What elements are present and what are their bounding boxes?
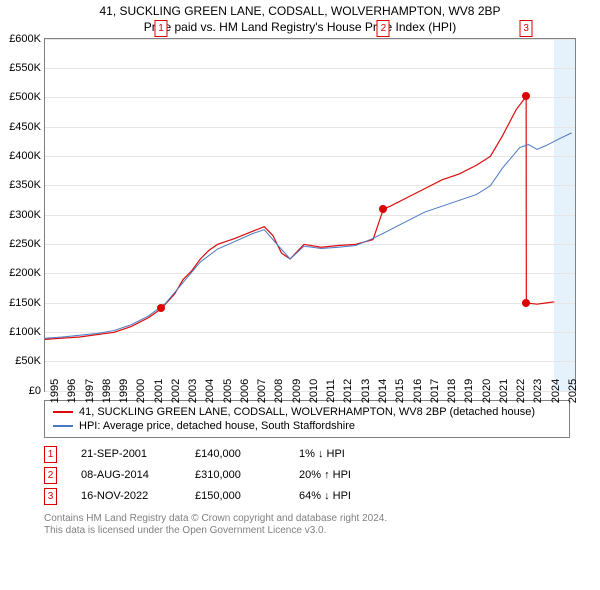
sale-delta: 20% ↑ HPI bbox=[299, 469, 351, 481]
sale-date: 16-NOV-2022 bbox=[81, 490, 171, 502]
chart-area: £0£50K£100K£150K£200K£250K£300K£350K£400… bbox=[44, 38, 574, 392]
sale-index-box: 2 bbox=[44, 467, 57, 484]
sale-date: 21-SEP-2001 bbox=[81, 448, 171, 460]
y-tick-label: £300K bbox=[9, 209, 45, 221]
series-property bbox=[45, 96, 554, 339]
sale-dot bbox=[157, 304, 165, 312]
legend-item: HPI: Average price, detached house, Sout… bbox=[53, 419, 561, 433]
legend-label: 41, SUCKLING GREEN LANE, CODSALL, WOLVER… bbox=[79, 406, 535, 418]
y-tick-label: £350K bbox=[9, 179, 45, 191]
legend-label: HPI: Average price, detached house, Sout… bbox=[79, 420, 355, 432]
chart-subtitle: Price paid vs. HM Land Registry's House … bbox=[0, 20, 600, 38]
y-tick-label: £100K bbox=[9, 326, 45, 338]
sale-marker: 1 bbox=[155, 20, 168, 37]
legend-swatch bbox=[53, 411, 73, 413]
y-tick-label: £550K bbox=[9, 62, 45, 74]
y-tick-label: £150K bbox=[9, 297, 45, 309]
sale-price: £140,000 bbox=[195, 448, 275, 460]
sale-dot bbox=[522, 92, 530, 100]
y-tick-label: £0 bbox=[29, 385, 45, 397]
credit-line: Contains HM Land Registry data © Crown c… bbox=[44, 513, 570, 525]
y-tick-label: £250K bbox=[9, 238, 45, 250]
sale-price: £310,000 bbox=[195, 469, 275, 481]
sale-row: 2 08-AUG-2014 £310,000 20% ↑ HPI bbox=[44, 465, 570, 486]
y-tick-label: £500K bbox=[9, 91, 45, 103]
y-tick-label: £600K bbox=[9, 33, 45, 45]
sale-delta: 1% ↓ HPI bbox=[299, 448, 345, 460]
sales-table: 1 21-SEP-2001 £140,000 1% ↓ HPI 2 08-AUG-2014… bbox=[44, 444, 570, 507]
sale-marker: 2 bbox=[377, 20, 390, 37]
sale-dot bbox=[522, 299, 530, 307]
sale-marker: 3 bbox=[520, 20, 533, 37]
sale-dot bbox=[379, 205, 387, 213]
sale-delta: 64% ↓ HPI bbox=[299, 490, 351, 502]
sale-index-box: 1 bbox=[44, 446, 57, 463]
legend-item: 41, SUCKLING GREEN LANE, CODSALL, WOLVER… bbox=[53, 405, 561, 419]
sale-date: 08-AUG-2014 bbox=[81, 469, 171, 481]
y-tick-label: £450K bbox=[9, 121, 45, 133]
plot: £0£50K£100K£150K£200K£250K£300K£350K£400… bbox=[44, 38, 576, 392]
sale-price: £150,000 bbox=[195, 490, 275, 502]
y-tick-label: £400K bbox=[9, 150, 45, 162]
y-tick-label: £200K bbox=[9, 267, 45, 279]
sale-row: 1 21-SEP-2001 £140,000 1% ↓ HPI bbox=[44, 444, 570, 465]
credit-text: Contains HM Land Registry data © Crown c… bbox=[44, 513, 570, 537]
y-tick-label: £50K bbox=[15, 355, 45, 367]
chart-title: 41, SUCKLING GREEN LANE, CODSALL, WOLVER… bbox=[0, 0, 600, 20]
legend: 41, SUCKLING GREEN LANE, CODSALL, WOLVER… bbox=[44, 400, 570, 438]
series-hpi bbox=[45, 132, 572, 337]
sale-row: 3 16-NOV-2022 £150,000 64% ↓ HPI bbox=[44, 486, 570, 507]
legend-swatch bbox=[53, 425, 73, 427]
credit-line: This data is licensed under the Open Gov… bbox=[44, 525, 570, 537]
sale-index-box: 3 bbox=[44, 488, 57, 505]
